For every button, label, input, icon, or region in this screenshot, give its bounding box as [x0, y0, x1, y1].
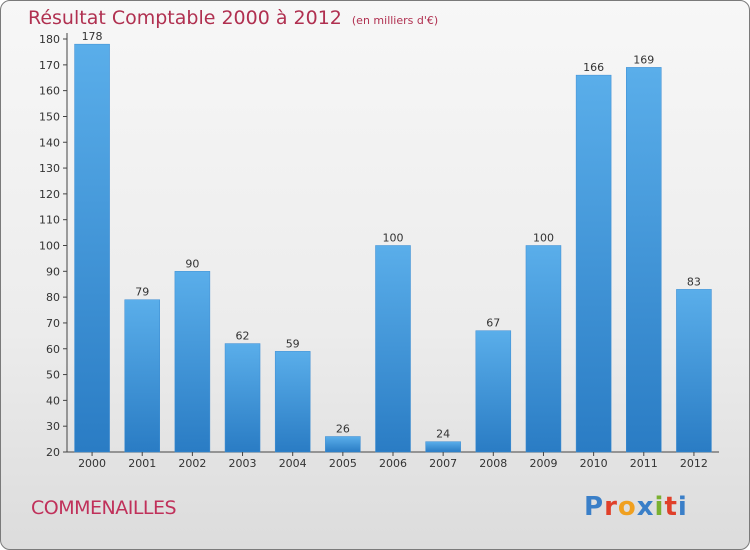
value-label-2004: 59 [286, 337, 300, 350]
x-tick-label-2010: 2010 [580, 457, 608, 470]
logo-letter: o [617, 492, 637, 522]
x-tick-label-2001: 2001 [128, 457, 156, 470]
y-tick-label: 30 [46, 420, 60, 433]
logo-letter: r [604, 492, 618, 522]
bars [74, 43, 712, 453]
bar-2006 [375, 245, 411, 453]
y-tick-label: 130 [39, 162, 60, 175]
x-tick-label-2004: 2004 [279, 457, 307, 470]
x-axis-ticks: 2000 2001 2002 2003 2004 2005 2006 2007 2008 2009… [78, 452, 708, 470]
x-tick-label-2009: 2009 [529, 457, 557, 470]
y-tick-label: 140 [39, 136, 60, 149]
logo-letter: P [584, 492, 605, 522]
x-tick-label-2000: 2000 [78, 457, 106, 470]
value-label-2003: 62 [236, 330, 250, 343]
value-label-2012: 83 [687, 275, 701, 288]
value-label-2011: 169 [633, 53, 654, 66]
y-tick-label: 150 [39, 110, 60, 123]
y-axis-ticks: 20 30 40 50 60 70 80 90 100 110 120 130 140 150 160 170… [39, 33, 67, 459]
y-tick-label: 60 [46, 343, 60, 356]
y-tick-label: 180 [39, 33, 60, 46]
y-tick-label: 120 [39, 188, 60, 201]
logo-letter: i [677, 492, 688, 522]
bar-2000 [74, 43, 110, 453]
logo-letter: i [654, 492, 665, 522]
bar-2008 [475, 330, 512, 453]
y-tick-label: 110 [39, 214, 60, 227]
x-tick-label-2006: 2006 [379, 457, 407, 470]
bar-2004 [274, 351, 311, 453]
bar-2010 [575, 74, 612, 453]
y-tick-label: 100 [39, 240, 60, 253]
value-label-2001: 79 [135, 286, 149, 299]
x-tick-label-2007: 2007 [429, 457, 457, 470]
y-tick-label: 70 [46, 317, 60, 330]
chart-title: Résultat Comptable 2000 à 2012 (en millie… [28, 7, 439, 29]
x-tick-label-2012: 2012 [680, 457, 708, 470]
y-tick-label: 80 [46, 291, 60, 304]
bar-2012 [676, 289, 712, 453]
value-labels: 178 79 90 62 59 26 100 24 67 100 166 169 83 [82, 30, 701, 441]
value-label-2002: 90 [185, 257, 199, 270]
value-label-2000: 178 [82, 30, 103, 43]
y-tick-label: 90 [46, 265, 60, 278]
x-tick-label-2008: 2008 [479, 457, 507, 470]
x-tick-label-2005: 2005 [329, 457, 357, 470]
value-label-2006: 100 [383, 232, 404, 245]
y-tick-label: 170 [39, 59, 60, 72]
y-tick-label: 20 [46, 446, 60, 459]
value-label-2008: 67 [486, 317, 500, 330]
x-tick-label-2011: 2011 [630, 457, 658, 470]
commune-name: COMMENAILLES [31, 497, 177, 519]
bar-2005 [325, 436, 361, 453]
x-tick-label-2003: 2003 [229, 457, 257, 470]
value-label-2005: 26 [336, 423, 350, 436]
bar-2002 [174, 271, 211, 453]
bar-2007 [425, 441, 461, 453]
y-tick-label: 50 [46, 369, 60, 382]
value-label-2009: 100 [533, 232, 554, 245]
bar-2011 [626, 67, 662, 453]
y-tick-label: 160 [39, 85, 60, 98]
x-tick-label-2002: 2002 [178, 457, 206, 470]
chart-subtitle: (en milliers d'€) [351, 14, 439, 27]
logo-letter: t [664, 492, 678, 522]
value-label-2007: 24 [436, 428, 450, 441]
bar-2009 [525, 245, 562, 453]
y-tick-label: 40 [46, 394, 60, 407]
value-label-2010: 166 [583, 61, 604, 74]
bar-2003 [224, 343, 261, 453]
logo-letter: x [636, 492, 655, 522]
proxiti-logo[interactable]: Proxiti [584, 492, 688, 522]
bar-2001 [124, 299, 160, 453]
